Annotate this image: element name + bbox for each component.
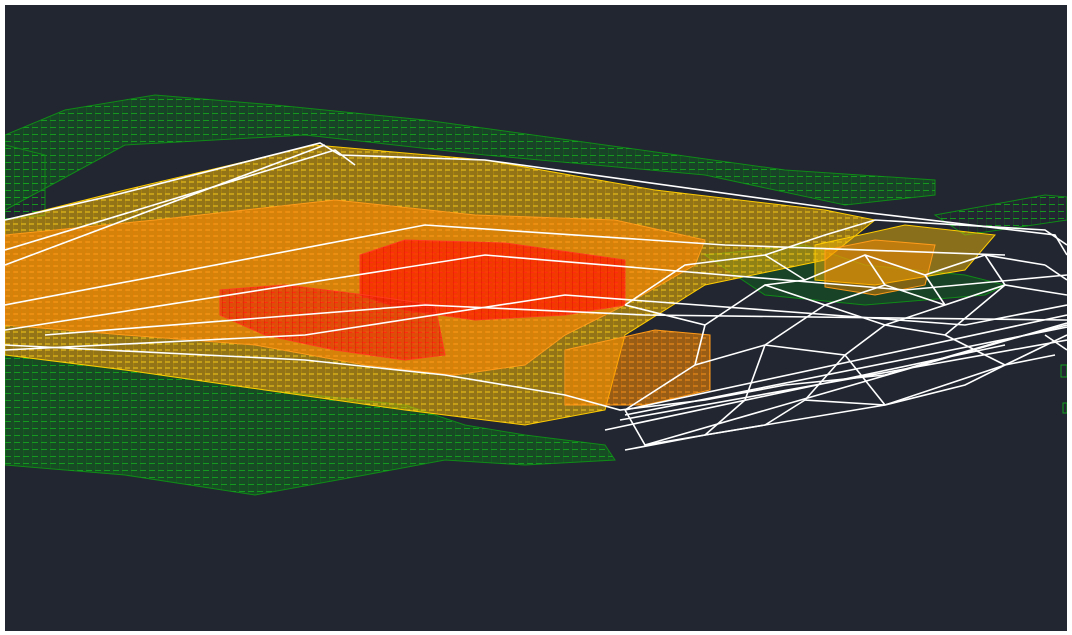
edge-marker-2 [1062, 402, 1067, 414]
orange-hatch [5, 200, 705, 375]
mesh-line-3 [5, 224, 1006, 306]
surface-mesh [5, 142, 1067, 451]
red-core-hatch [360, 240, 625, 320]
orange-box-hatch [565, 330, 710, 405]
orange-right-patch [824, 239, 936, 296]
mesh-line-6 [44, 304, 1067, 336]
mesh-ridge [5, 142, 1067, 256]
mesh-fan-lines [604, 314, 1067, 446]
mesh-diagonal-1 [5, 144, 326, 266]
red-zone [219, 239, 626, 361]
green-back-hatch [5, 95, 935, 210]
edge-marker-1 [1060, 364, 1067, 378]
green-zone [5, 94, 1067, 496]
red-core-lower-hatch [220, 285, 445, 360]
mesh-diagonal-2 [5, 149, 356, 251]
green-front-hatch [5, 355, 615, 495]
yellow-right-patch [814, 224, 996, 286]
cad-3d-viewport[interactable] [5, 5, 1067, 631]
wireframe-scene[interactable] [5, 5, 1067, 631]
orange-zone [5, 199, 936, 406]
mesh-line-4 [5, 254, 1067, 331]
mesh-outline-right [624, 219, 1067, 306]
green-left-block [5, 144, 46, 221]
edge-markers [1060, 364, 1067, 414]
mesh-line-5 [5, 294, 1067, 351]
